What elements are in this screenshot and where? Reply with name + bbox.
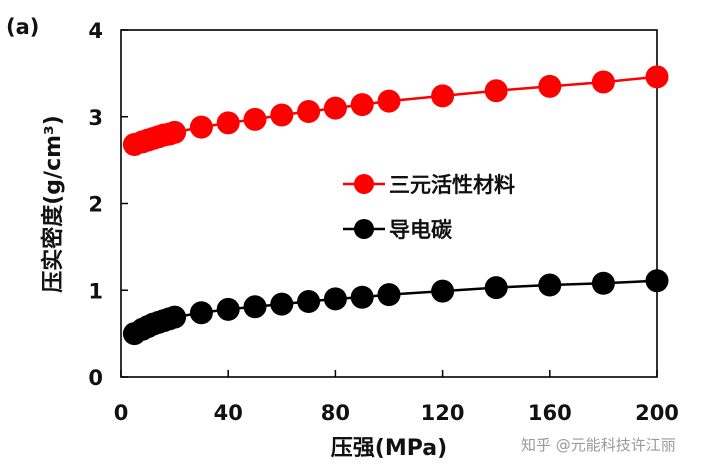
data-point <box>377 89 401 113</box>
data-point <box>270 103 294 127</box>
y-tick-label: 2 <box>88 193 103 217</box>
y-axis-title: 压实密度(g/cm³) <box>40 115 66 293</box>
data-point <box>216 111 240 135</box>
panel-label: (a) <box>6 15 39 39</box>
data-point <box>538 74 562 98</box>
data-point <box>270 292 294 316</box>
legend-label-carbon: 导电碳 <box>389 218 453 242</box>
x-tick-label: 80 <box>321 401 350 425</box>
x-axis-title: 压强(MPa) <box>331 436 447 461</box>
data-point <box>377 283 401 307</box>
data-point <box>645 65 669 89</box>
x-axis-ticks: 0 40 80 120 160 200 <box>114 370 679 425</box>
legend-marker-ternary <box>354 174 374 194</box>
series-line <box>134 75 658 146</box>
x-tick-label: 0 <box>114 401 129 425</box>
y-tick-label: 3 <box>88 106 103 130</box>
y-axis-ticks: 0 1 2 3 4 <box>88 19 128 390</box>
x-tick-label: 40 <box>214 401 243 425</box>
data-point <box>431 84 455 108</box>
data-point <box>350 93 374 117</box>
data-point <box>189 301 213 325</box>
x-tick-label: 120 <box>421 401 465 425</box>
legend-marker-carbon <box>354 219 374 239</box>
data-point <box>163 305 187 329</box>
data-point <box>243 107 267 131</box>
data-point <box>189 115 213 139</box>
legend-entry-ternary: 三元活性材料 <box>343 173 515 197</box>
data-point <box>323 96 347 120</box>
x-tick-label: 160 <box>528 401 572 425</box>
data-point <box>243 295 267 319</box>
data-point <box>163 120 187 144</box>
series-1 <box>122 269 669 346</box>
data-point <box>323 287 347 311</box>
series-0 <box>122 65 669 157</box>
data-point <box>350 285 374 309</box>
data-point <box>297 100 321 124</box>
data-point <box>216 297 240 321</box>
series-layer <box>122 65 669 346</box>
data-point <box>645 269 669 293</box>
legend-entry-carbon: 导电碳 <box>343 218 453 242</box>
data-point <box>484 79 508 103</box>
watermark: 知乎 @元能科技许江丽 <box>521 436 676 454</box>
data-point <box>591 70 615 94</box>
y-tick-label: 4 <box>88 19 103 43</box>
data-point <box>484 276 508 300</box>
y-tick-label: 0 <box>88 366 103 390</box>
y-tick-label: 1 <box>88 279 103 303</box>
x-tick-label: 200 <box>635 401 679 425</box>
data-point <box>297 290 321 314</box>
legend-label-ternary: 三元活性材料 <box>389 173 515 197</box>
data-point <box>538 273 562 297</box>
data-point <box>431 279 455 303</box>
plot-area <box>120 29 658 378</box>
data-point <box>591 271 615 295</box>
legend: 三元活性材料 导电碳 <box>343 173 515 242</box>
